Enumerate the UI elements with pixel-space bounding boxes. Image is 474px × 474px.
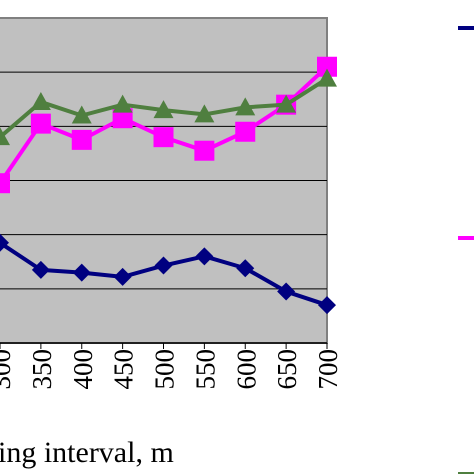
x-axis-title: ing interval, m [0, 436, 174, 469]
data-point [72, 263, 91, 282]
data-point [153, 127, 174, 148]
data-point [318, 296, 336, 315]
data-point [235, 121, 256, 142]
data-point [113, 267, 132, 286]
series-3 [0, 68, 337, 146]
data-point [0, 173, 10, 194]
data-point [317, 56, 337, 77]
x-tick-label: 500 [150, 349, 180, 390]
data-point [276, 94, 297, 113]
x-tick-label: 600 [231, 349, 261, 390]
x-tick-label: 450 [109, 349, 139, 390]
data-point [0, 127, 10, 146]
data-point [235, 97, 256, 116]
data-point [194, 140, 215, 161]
data-point [236, 259, 255, 278]
data-point [154, 256, 173, 275]
data-point [317, 68, 337, 87]
data-point [30, 113, 51, 134]
x-tick-label: 400 [68, 349, 98, 390]
data-point [153, 100, 174, 119]
legend [458, 26, 474, 474]
data-point [277, 282, 296, 301]
x-tick-label: 350 [27, 349, 57, 390]
series-1 [0, 233, 336, 315]
data-point [31, 260, 50, 279]
gridlines [0, 71, 327, 290]
data-point [195, 247, 214, 266]
data-point [112, 94, 133, 113]
series-layer [0, 56, 337, 315]
x-tick-label: 300 [0, 349, 16, 390]
data-point [71, 105, 92, 124]
data-point [0, 233, 9, 252]
x-axis: 300 350 400 450 500 550 600 650 700 [0, 342, 343, 390]
data-point [71, 129, 92, 150]
data-point [30, 91, 51, 110]
x-tick-label: 650 [272, 349, 302, 390]
data-point [194, 104, 215, 123]
x-tick-label: 700 [313, 349, 343, 390]
x-tick-label: 550 [190, 349, 220, 390]
data-point [112, 108, 133, 129]
